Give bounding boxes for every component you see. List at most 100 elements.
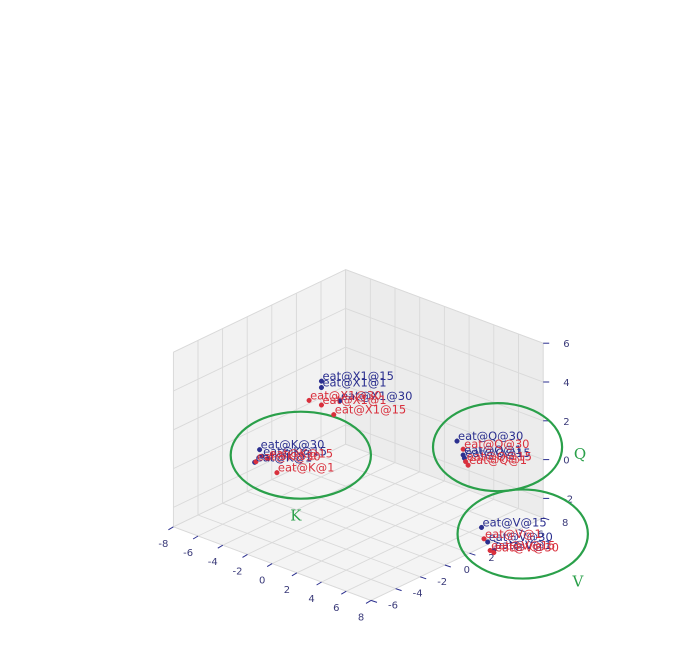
y-tick-label: 4 [513, 541, 519, 552]
x-tick-label: -8 [158, 539, 168, 550]
z-tick-label: 6 [563, 339, 569, 350]
gridline-z-left [173, 385, 346, 470]
data-point [318, 384, 325, 391]
x-tick-mark [168, 526, 174, 531]
x-tick-label: -4 [208, 557, 218, 568]
gridline-z-back [345, 307, 544, 383]
x-tick-mark [291, 572, 298, 577]
y-tick-label: -2 [437, 577, 447, 588]
point-label: eat@V@1 [485, 527, 542, 541]
data-point [479, 524, 485, 530]
point-label: eat@K@15 [263, 444, 327, 458]
data-point [481, 536, 487, 542]
y-tick-label: 2 [488, 553, 494, 564]
data-point [253, 459, 259, 465]
y-tick-mark [370, 599, 378, 603]
point-label: eat@Q@1 [464, 443, 522, 457]
point-label: eat@Q@30 [458, 429, 523, 443]
data-point [337, 398, 343, 404]
y-tick-mark [444, 564, 451, 568]
z-tick-label: -2 [563, 494, 573, 505]
point-label: eat@X1@30 [341, 389, 412, 403]
y-tick-mark [420, 576, 427, 580]
point-label: eat@X1@30 [310, 388, 381, 402]
y-tick-mark [518, 529, 525, 533]
x-tick-label: 0 [259, 576, 265, 587]
gridline-z-left [173, 307, 346, 392]
point-labels: eat@X1@15eat@X1@1eat@X1@30eat@Q@30eat@Q@… [256, 369, 559, 554]
axis-ticks: -8 -6 -4 -2 0 2 4 6 8 -6 -4 -2 0 2 4 6 8 -2 0 2 4 6 [158, 339, 573, 623]
gridline-x-floor [173, 443, 346, 528]
data-point [257, 447, 263, 453]
x-tick-mark [316, 581, 322, 586]
gridline-z-left [173, 346, 346, 431]
x-tick-label: 6 [333, 603, 339, 614]
point-label: eat@X1@15 [335, 403, 406, 417]
y-tick-mark [395, 588, 402, 592]
x-tick-mark [266, 563, 273, 568]
gridline-x-floor [370, 517, 544, 601]
point-label: eat@V@15 [483, 515, 547, 529]
x-tick-mark [217, 544, 224, 549]
y-tick-mark [493, 540, 501, 544]
gridline-z-left [173, 269, 346, 353]
gridline-x-floor [197, 452, 371, 537]
point-label: eat@Q@30 [464, 437, 529, 451]
z-tick-label: 4 [563, 378, 569, 389]
data-point [491, 550, 497, 556]
point-label: eat@K@15 [269, 447, 333, 461]
data-point [318, 402, 325, 408]
cluster-label-v: V [571, 573, 584, 591]
gridline-x-floor [346, 508, 519, 592]
data-point [265, 456, 271, 462]
y-tick-mark [469, 552, 476, 556]
data-point [259, 453, 265, 459]
data-point [306, 397, 312, 403]
data-point [318, 378, 325, 384]
cluster-label-k: K [290, 507, 302, 525]
data-point [454, 438, 460, 444]
y-tick-label: -4 [413, 589, 423, 600]
cluster-circle-v [456, 488, 589, 580]
gridline-z-back [345, 346, 544, 422]
data-points [252, 378, 497, 556]
x-tick-label: -2 [233, 566, 243, 577]
y-tick-label: 0 [464, 565, 470, 576]
point-label: eat@V@1 [495, 538, 552, 552]
gridline-x-floor [272, 480, 445, 565]
point-label: eat@Q@15 [467, 450, 532, 464]
point-label: eat@X1@1 [322, 376, 386, 390]
x-tick-label: 2 [284, 585, 290, 596]
data-point [331, 412, 337, 418]
y-tick-label: 8 [562, 518, 568, 529]
gridline-x-floor [296, 489, 470, 574]
x-tick-label: 4 [308, 594, 314, 605]
data-point [463, 459, 469, 465]
x-tick-label: -6 [183, 548, 193, 559]
grid-lines [172, 269, 544, 601]
cluster-circles: Q K V [229, 402, 589, 591]
point-label: eat@Q@15 [465, 446, 530, 460]
point-label: eat@K@30 [261, 438, 325, 452]
gridline-z-left [173, 424, 346, 508]
gridline-x-floor [247, 471, 420, 555]
data-point [485, 539, 491, 545]
x-tick-label: 8 [358, 612, 364, 623]
point-label: eat@Q@1 [469, 453, 527, 467]
point-label: eat@V@15 [491, 538, 555, 552]
x-tick-mark [242, 553, 248, 558]
point-label: eat@V@30 [495, 541, 559, 555]
gridline-y-floor [247, 490, 445, 566]
cluster-label-q: Q [574, 445, 586, 463]
point-label: eat@X1@1 [322, 393, 386, 407]
x-tick-mark [365, 599, 372, 604]
gridline-z-back [345, 424, 544, 499]
gridline-x-floor [222, 462, 396, 546]
data-point [274, 470, 280, 476]
cluster-circle-k [229, 410, 373, 500]
y-tick-label: 6 [537, 530, 543, 541]
gridline-y-floor [197, 514, 396, 590]
point-label: eat@K@30 [257, 450, 321, 464]
z-tick-label: 0 [563, 456, 569, 467]
